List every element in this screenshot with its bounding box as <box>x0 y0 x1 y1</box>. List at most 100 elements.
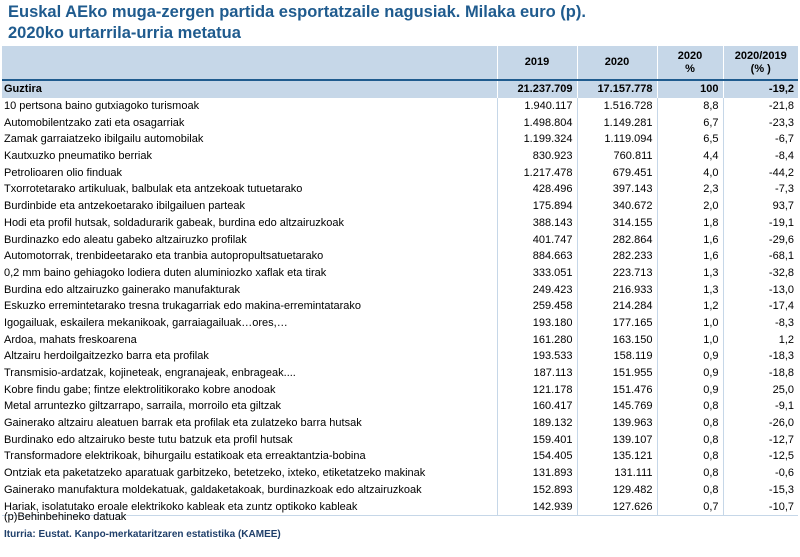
cell-share: 8,8 <box>656 97 723 115</box>
cell-change: 93,7 <box>722 197 798 215</box>
table-row: Altzairu herdoilgaitzezko barra eta prof… <box>2 348 798 365</box>
table-row: Burdinazko edo aleatu gabeko altzairuzko… <box>2 231 798 248</box>
cell-2020: 145.769 <box>576 398 657 415</box>
cell-2020: 139.107 <box>576 431 657 449</box>
cell-share: 4,4 <box>656 147 723 165</box>
cell-name: Altzairu herdoilgaitzezko barra eta prof… <box>4 350 209 363</box>
cell-2019: 1.498.804 <box>496 114 577 132</box>
total-row: Guztira 21.237.709 17.157.778 100 -19,2 <box>2 79 798 98</box>
cell-2020: 151.955 <box>576 364 657 382</box>
source-line: Iturria: Eustat. Kanpo-merkataritzaren e… <box>4 529 281 540</box>
cell-2020: 135.121 <box>576 448 657 465</box>
cell-2020: 131.111 <box>576 464 657 482</box>
cell-change: -15,3 <box>722 481 798 499</box>
table-row: 0,2 mm baino gehiagoko lodiera duten alu… <box>2 264 798 282</box>
cell-name: Automotorrak, trenbideetarako eta tranbi… <box>4 250 324 263</box>
header-2020: 2020 <box>576 46 657 80</box>
cell-share: 0,7 <box>656 498 723 516</box>
cell-2020: 397.143 <box>576 181 657 198</box>
cell-share: 2,0 <box>656 197 723 215</box>
cell-name: Burdinako edo altzairuko beste tutu batz… <box>4 433 293 446</box>
cell-change: -12,5 <box>722 448 798 465</box>
cell-2019: 401.747 <box>496 231 577 248</box>
table-row: 10 pertsona baino gutxiagoko turismoak 1.… <box>2 97 798 115</box>
cell-share: 1,0 <box>656 314 723 332</box>
cell-2020: 314.155 <box>576 214 657 232</box>
cell-share: 0,8 <box>656 398 723 415</box>
cell-name: Txorrotetarako artikuluak, balbulak eta … <box>4 183 303 196</box>
cell-2019: 131.893 <box>496 464 577 482</box>
table-row: Kobre findu gabe; fintze elektrolitikora… <box>2 381 798 399</box>
cell-change: -9,1 <box>722 398 798 415</box>
table-row: Automotorrak, trenbideetarako eta tranbi… <box>2 247 798 265</box>
cell-2019: 121.178 <box>496 381 577 399</box>
cell-change: -7,3 <box>722 181 798 198</box>
cell-2020: 223.713 <box>576 264 657 282</box>
cell-name: Burdinbide eta antzekoetarako ibilgailue… <box>4 200 245 213</box>
cell-share: 2,3 <box>656 181 723 198</box>
cell-share: 1,2 <box>656 297 723 315</box>
cell-2020: 282.864 <box>576 231 657 248</box>
cell-2019: 259.458 <box>496 297 577 315</box>
cell-share: 1,6 <box>656 231 723 248</box>
cell-change: -29,6 <box>722 231 798 248</box>
cell-share: 6,7 <box>656 114 723 132</box>
cell-name: Automobilentzako zati eta osagarriak <box>4 116 185 129</box>
cell-2019: 333.051 <box>496 264 577 282</box>
cell-name: Ardoa, mahats freskoarena <box>4 333 137 346</box>
table-row: Transmisio-ardatzak, kojineteak, engrana… <box>2 364 798 382</box>
cell-2020: 282.233 <box>576 247 657 265</box>
cell-name: Burdinazko edo aleatu gabeko altzairuzko… <box>4 233 247 246</box>
table-row: Ardoa, mahats freskoarena 161.280 163.150 1… <box>2 331 798 348</box>
table-row: Zamak garraiatzeko ibilgailu automobilak… <box>2 131 798 148</box>
table-row: Burdina edo altzairuzko gainerako manufa… <box>2 281 798 298</box>
title-line-1: Euskal AEko muga-zergen partida esportat… <box>8 3 586 21</box>
cell-share: 0,9 <box>656 364 723 382</box>
table-row: Eskuzko erremintetarako tresna trukagarr… <box>2 297 798 315</box>
cell-name: Gainerako manufaktura moldekatuak, galda… <box>4 483 422 496</box>
cell-2019: 161.280 <box>496 331 577 348</box>
cell-change: -19,2 <box>722 79 798 98</box>
table-row: Gainerako manufaktura moldekatuak, galda… <box>2 481 798 499</box>
cell-name: Kautxuzko pneumatiko berriak <box>4 150 152 163</box>
table-body: Guztira 21.237.709 17.157.778 100 -19,2 10 pe… <box>2 79 798 516</box>
cell-2019: 187.113 <box>496 364 577 382</box>
table-row: Petrolioaren olio finduak 1.217.478 679.45… <box>2 164 798 182</box>
cell-name: Metal arruntezko giltzarrapo, sarraila, … <box>4 400 281 413</box>
cell-2020: 216.933 <box>576 281 657 298</box>
cell-name: Transformadore elektrikoak, bihurgailu e… <box>4 450 366 463</box>
cell-change: -8,3 <box>722 314 798 332</box>
cell-2019: 21.237.709 <box>496 79 577 98</box>
table-header: 2019 2020 2020 % 2020/2019 (% ) <box>2 46 798 80</box>
cell-2020: 1.149.281 <box>576 114 657 132</box>
cell-change: -6,7 <box>722 131 798 148</box>
cell-2020: 214.284 <box>576 297 657 315</box>
cell-2020: 158.119 <box>576 348 657 365</box>
cell-2020: 129.482 <box>576 481 657 499</box>
table-row: Automobilentzako zati eta osagarriak 1.49… <box>2 114 798 132</box>
table-row: Igogailuak, eskailera mekanikoak, garrai… <box>2 314 798 332</box>
exports-table: 2019 2020 2020 % 2020/2019 (% ) Guztira 2… <box>2 46 798 516</box>
cell-share: 0,8 <box>656 414 723 432</box>
cell-2019: 884.663 <box>496 247 577 265</box>
cell-share: 0,8 <box>656 431 723 449</box>
cell-change: -21,8 <box>722 97 798 115</box>
cell-name: Petrolioaren olio finduak <box>4 166 123 179</box>
header-2019: 2019 <box>496 46 577 80</box>
cell-2019: 1.199.324 <box>496 131 577 148</box>
cell-2020: 1.516.728 <box>576 97 657 115</box>
cell-name: Kobre findu gabe; fintze elektrolitikora… <box>4 383 276 396</box>
title-line-2: 2020ko urtarrila-urria metatua <box>8 24 241 42</box>
table-row: Transformadore elektrikoak, bihurgailu e… <box>2 448 798 465</box>
header-share-line2: % <box>685 62 695 75</box>
table-row: Burdinbide eta antzekoetarako ibilgailue… <box>2 197 798 215</box>
cell-2019: 830.923 <box>496 147 577 165</box>
cell-share: 0,9 <box>656 381 723 399</box>
table-row: Ontziak eta paketatzeko aparatuak garbit… <box>2 464 798 482</box>
cell-2019: 189.132 <box>496 414 577 432</box>
cell-2019: 1.217.478 <box>496 164 577 182</box>
cell-change: 1,2 <box>722 331 798 348</box>
cell-name: 0,2 mm baino gehiagoko lodiera duten alu… <box>4 266 327 279</box>
cell-share: 1,8 <box>656 214 723 232</box>
cell-name: Ontziak eta paketatzeko aparatuak garbit… <box>4 467 426 480</box>
